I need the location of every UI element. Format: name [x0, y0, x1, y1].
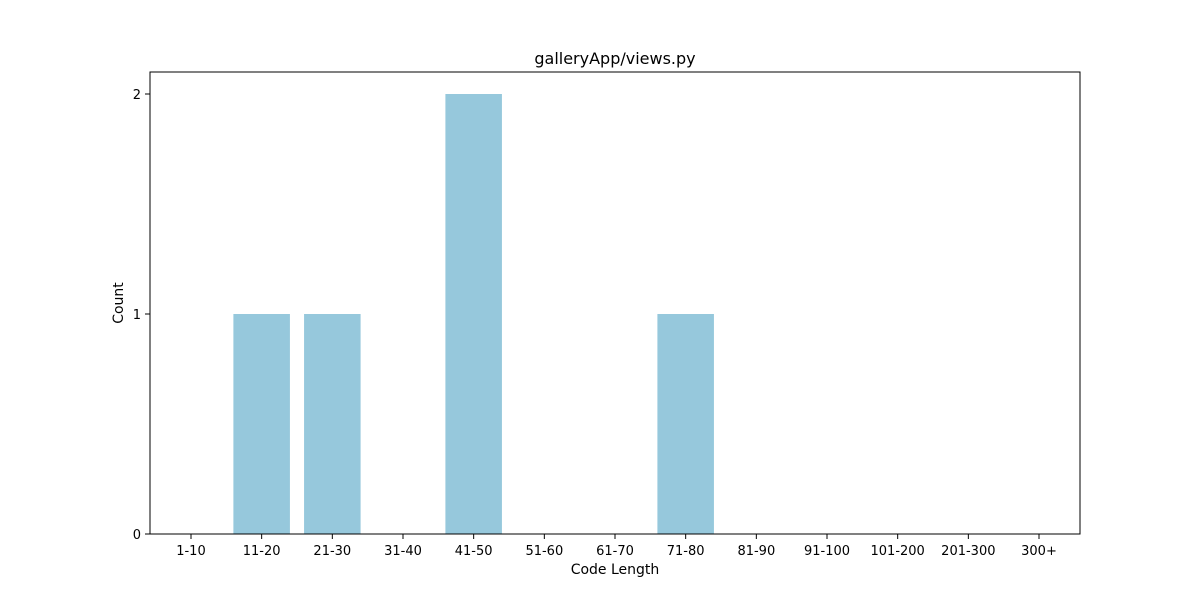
x-tick-label: 300+ — [1021, 544, 1057, 559]
bar-71-80 — [657, 314, 714, 534]
bar-21-30 — [304, 314, 361, 534]
x-tick-label: 41-50 — [455, 544, 493, 559]
x-tick-label: 61-70 — [596, 544, 634, 559]
y-tick-label: 0 — [133, 528, 141, 543]
chart-title: galleryApp/views.py — [534, 49, 695, 68]
x-tick-label: 31-40 — [384, 544, 422, 559]
y-axis: 0 1 2 — [133, 88, 150, 543]
y-tick-label: 2 — [133, 88, 141, 103]
y-axis-label: Count — [111, 282, 127, 324]
x-tick-label: 201-300 — [941, 544, 995, 559]
x-tick-label: 51-60 — [525, 544, 563, 559]
x-tick-label: 81-90 — [737, 544, 775, 559]
x-tick-label: 71-80 — [667, 544, 705, 559]
x-axis: 1-10 11-20 21-30 31-40 41-50 51-60 61-70 71-80 8… — [176, 534, 1057, 559]
bar-11-20 — [233, 314, 290, 534]
x-tick-label: 101-200 — [871, 544, 925, 559]
x-tick-label: 1-10 — [176, 544, 206, 559]
bar-41-50 — [445, 94, 502, 534]
y-tick-label: 1 — [133, 308, 141, 323]
x-axis-label: Code Length — [571, 562, 660, 578]
x-tick-label: 91-100 — [804, 544, 850, 559]
bars-group — [233, 94, 714, 534]
x-tick-label: 21-30 — [313, 544, 351, 559]
x-tick-label: 11-20 — [243, 544, 281, 559]
